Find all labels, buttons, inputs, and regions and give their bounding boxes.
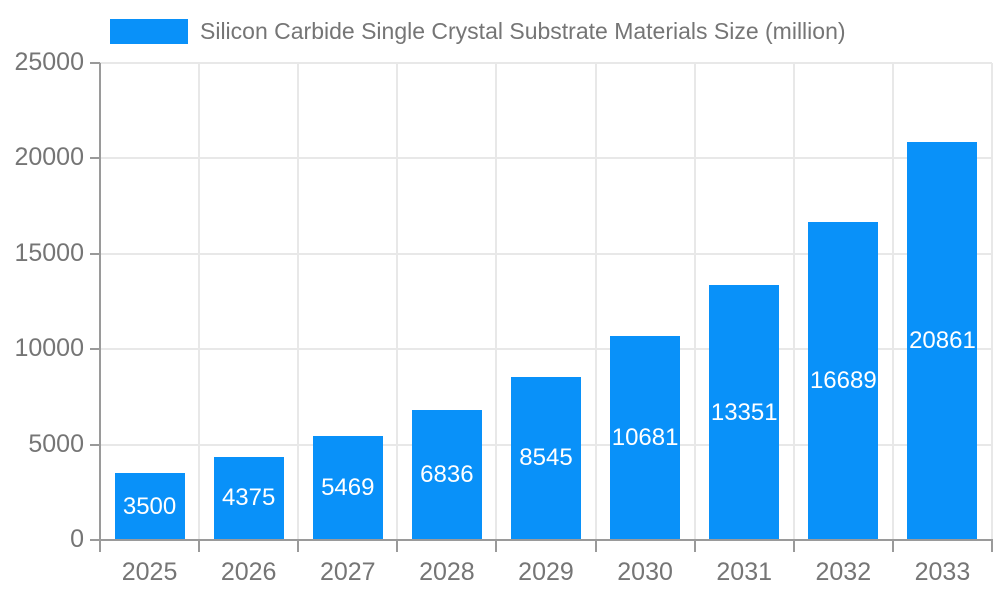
legend-label: Silicon Carbide Single Crystal Substrate… [200,18,846,44]
y-axis-label: 25000 [14,48,84,76]
bar: 3500 [114,473,185,540]
x-gridline [991,63,993,540]
y-gridline [100,348,992,351]
x-axis-label: 2027 [319,558,376,586]
bar-value-label: 16689 [809,366,877,394]
x-gridline [297,63,300,540]
bar: 20861 [907,141,978,540]
x-axis-tick [991,540,993,552]
y-gridline [100,157,992,160]
y-axis-label: 20000 [14,143,84,172]
bar: 4375 [213,456,284,540]
x-axis-label: 2031 [716,558,773,586]
bar-value-label: 10681 [611,424,679,452]
bar: 13351 [709,285,780,540]
x-axis-line [99,539,993,541]
x-axis-tick [693,540,696,552]
bar-value-label: 3500 [122,492,177,520]
x-axis-label: 2029 [518,558,574,586]
bar-value-label: 13351 [710,398,778,426]
bar-value-label: 20861 [909,326,976,354]
y-axis-label: 10000 [14,334,84,363]
x-gridline [495,63,498,540]
x-axis-tick [792,540,795,552]
y-axis-tick [90,539,100,541]
bar: 5469 [312,435,383,540]
x-axis-label: 2033 [914,558,971,586]
y-axis-label: 15000 [14,238,84,267]
x-axis-tick [297,540,300,552]
chart-legend[interactable]: Silicon Carbide Single Crystal Substrate… [110,18,846,45]
bar: 10681 [610,336,681,540]
bar-value-label: 4375 [221,484,276,512]
y-axis-tick [90,252,100,255]
x-gridline [396,63,399,540]
y-axis-label: 0 [70,525,84,553]
y-axis-tick [90,443,100,446]
bar: 16689 [808,221,879,540]
x-gridline [792,63,795,540]
bar-value-label: 6836 [420,460,474,488]
x-axis-label: 2025 [121,558,178,586]
x-gridline [693,63,696,540]
x-axis-label: 2032 [815,558,872,586]
y-axis-tick [90,348,100,351]
y-axis-tick [90,157,100,160]
x-axis-tick [594,540,597,552]
bar: 6836 [411,409,482,540]
legend-swatch-icon [110,19,188,44]
x-axis-tick [891,540,894,552]
x-gridline [594,63,597,540]
x-axis-tick [198,540,201,552]
y-gridline [100,252,992,255]
bar-value-label: 5469 [321,473,375,501]
x-axis-label: 2026 [220,558,277,586]
y-axis-label: 5000 [28,429,84,458]
x-axis-label: 2028 [419,558,475,586]
x-axis-tick [396,540,399,552]
x-gridline [198,63,201,540]
bar: 8545 [511,376,581,540]
y-axis-line [99,63,101,552]
x-axis-label: 2030 [617,558,673,586]
x-gridline [891,63,894,540]
y-axis-tick [90,62,100,64]
y-gridline [100,62,992,64]
bar-value-label: 8545 [519,444,573,472]
x-axis-tick [495,540,498,552]
